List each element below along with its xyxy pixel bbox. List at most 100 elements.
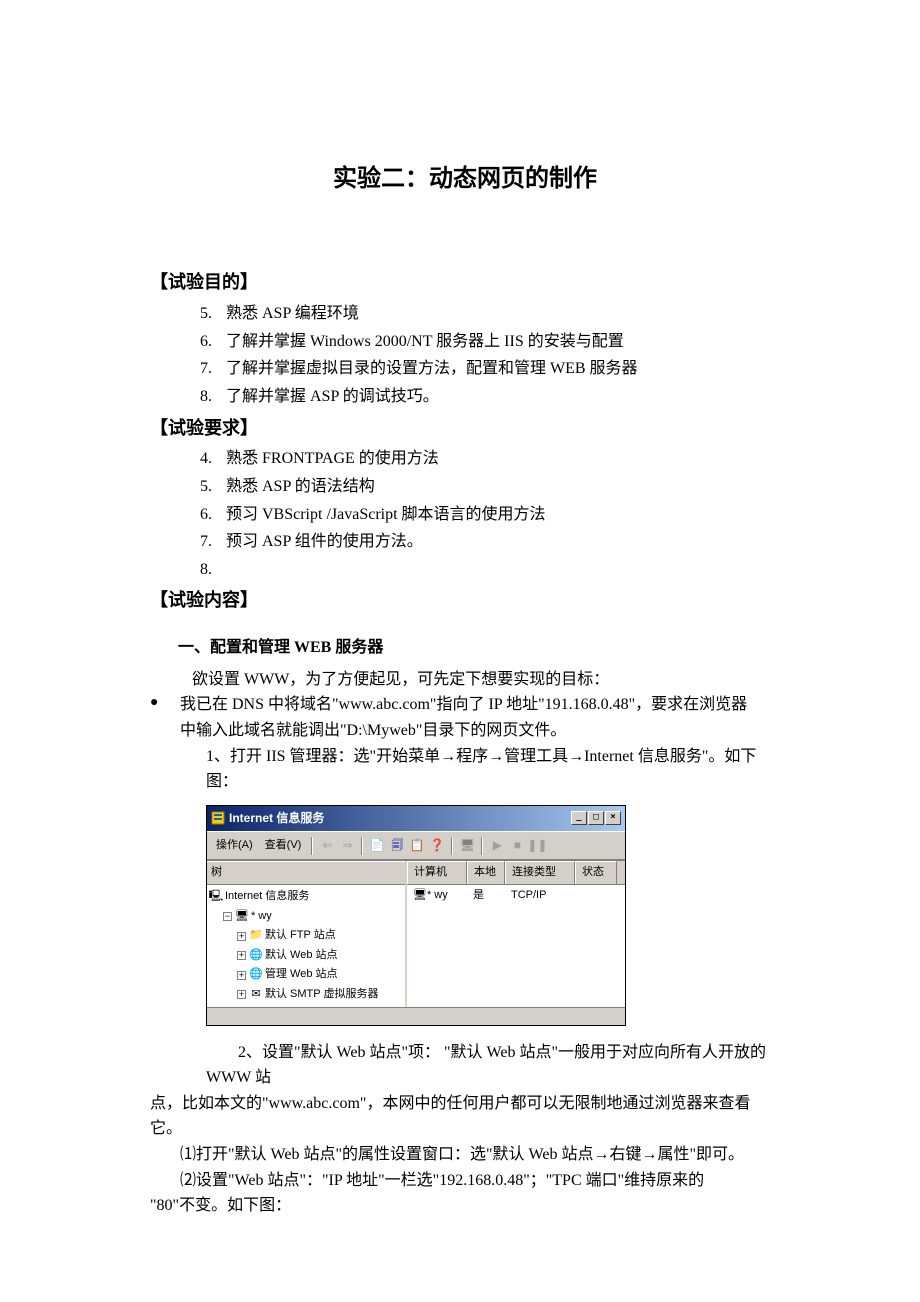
item-number: 6. bbox=[200, 502, 226, 528]
tree-host[interactable]: − 🖥 * wy bbox=[209, 907, 403, 927]
expand-icon[interactable]: + bbox=[237, 990, 246, 999]
separator bbox=[361, 837, 363, 855]
item-text: 了解并掌握虚拟目录的设置方法，配置和管理 WEB 服务器 bbox=[226, 356, 638, 382]
item-number: 6. bbox=[200, 329, 226, 355]
tree-label: Internet 信息服务 bbox=[225, 888, 309, 906]
tree-pane: 树 🖳 Internet 信息服务 − 🖥 * wy + 📁 默认 FTP 站点 bbox=[207, 861, 407, 1006]
item-text: 了解并掌握 ASP 的调试技巧。 bbox=[226, 384, 439, 410]
ftp-site-icon: 📁 bbox=[249, 927, 263, 945]
item-text: 预习 ASP 组件的使用方法。 bbox=[226, 529, 423, 555]
item-number: 8. bbox=[200, 557, 226, 583]
paragraph-continued: "80"不变。如下图： bbox=[150, 1193, 780, 1219]
maximize-button[interactable]: □ bbox=[588, 811, 604, 825]
content-header: 【试验内容】 bbox=[150, 586, 780, 615]
item-number: 5. bbox=[200, 474, 226, 500]
paragraph-continued: 点，比如本文的"www.abc.com"，本网中的任何用户都可以无限制地通过浏览… bbox=[150, 1091, 780, 1142]
tree-root[interactable]: 🖳 Internet 信息服务 bbox=[209, 887, 403, 907]
list-row[interactable]: 🖥* wy 是 TCP/IP bbox=[407, 885, 625, 907]
tree-ftp[interactable]: + 📁 默认 FTP 站点 bbox=[209, 926, 403, 946]
expand-icon[interactable]: + bbox=[237, 971, 246, 980]
paragraph: 欲设置 WWW，为了方便起见，可先定下想要实现的目标： bbox=[160, 667, 780, 693]
tree-label: 默认 SMTP 虚拟服务器 bbox=[265, 986, 378, 1004]
pause-icon[interactable]: ❚❚ bbox=[528, 837, 546, 855]
web-site-icon: 🌐 bbox=[249, 966, 263, 984]
item-number: 7. bbox=[200, 529, 226, 555]
play-icon[interactable]: ▶ bbox=[488, 837, 506, 855]
help-icon[interactable]: ❓ bbox=[428, 837, 446, 855]
list-item: 6.预习 VBScript /JavaScript 脚本语言的使用方法 bbox=[200, 502, 780, 528]
forward-icon[interactable]: ⇒ bbox=[338, 837, 356, 855]
menu-action[interactable]: 操作(A) bbox=[211, 835, 258, 857]
list-item: 7.预习 ASP 组件的使用方法。 bbox=[200, 529, 780, 555]
list-pane: 计算机 本地 连接类型 状态 🖥* wy 是 TCP/IP bbox=[407, 861, 625, 1006]
list-item: 8.了解并掌握 ASP 的调试技巧。 bbox=[200, 384, 780, 410]
computer-node-icon: 🖥 bbox=[235, 908, 249, 926]
minimize-button[interactable]: _ bbox=[571, 811, 587, 825]
item-number: 8. bbox=[200, 384, 226, 410]
paragraph-continued: 中输入此域名就能调出"D:\Myweb"目录下的网页文件。 bbox=[180, 718, 780, 744]
separator bbox=[311, 837, 313, 855]
smtp-icon: ✉ bbox=[249, 986, 263, 1004]
list-item: 5.熟悉 ASP 的语法结构 bbox=[200, 474, 780, 500]
purpose-list: 5.熟悉 ASP 编程环境 6.了解并掌握 Windows 2000/NT 服务… bbox=[200, 301, 780, 409]
cell-conn: TCP/IP bbox=[505, 887, 575, 905]
require-list: 4.熟悉 FRONTPAGE 的使用方法 5.熟悉 ASP 的语法结构 6.预习… bbox=[200, 446, 780, 582]
computer-row-icon: 🖥 bbox=[413, 889, 427, 901]
tree-web[interactable]: + 🌐 默认 Web 站点 bbox=[209, 946, 403, 966]
stop-icon[interactable]: ■ bbox=[508, 837, 526, 855]
item-text: 了解并掌握 Windows 2000/NT 服务器上 IIS 的安装与配置 bbox=[226, 329, 624, 355]
item-text: 熟悉 ASP 的语法结构 bbox=[226, 474, 375, 500]
item-text: 熟悉 FRONTPAGE 的使用方法 bbox=[226, 446, 439, 472]
web-site-icon: 🌐 bbox=[249, 947, 263, 965]
iis-root-icon: 🖳 bbox=[209, 888, 223, 906]
properties-icon[interactable]: 🗐 bbox=[388, 837, 406, 855]
substep: ⑵设置"Web 站点"："IP 地址"一栏选"192.168.0.48"；"TP… bbox=[180, 1168, 780, 1194]
toolbar: 操作(A) 查看(V) ⇐ ⇒ 📄 🗐 📋 ❓ 🖥 ▶ ■ ❚❚ bbox=[207, 831, 625, 861]
tree-smtp[interactable]: + ✉ 默认 SMTP 虚拟服务器 bbox=[209, 985, 403, 1005]
col-computer[interactable]: 计算机 bbox=[407, 861, 467, 884]
tree-label: * wy bbox=[251, 908, 272, 926]
list-columns: 计算机 本地 连接类型 状态 bbox=[407, 861, 625, 885]
back-icon[interactable]: ⇐ bbox=[318, 837, 336, 855]
col-conn[interactable]: 连接类型 bbox=[505, 861, 575, 884]
item-number: 4. bbox=[200, 446, 226, 472]
tree-label: 默认 FTP 站点 bbox=[265, 927, 336, 945]
separator bbox=[451, 837, 453, 855]
collapse-icon[interactable]: − bbox=[223, 912, 232, 921]
require-header: 【试验要求】 bbox=[150, 414, 780, 443]
sub-header-1: 一、配置和管理 WEB 服务器 bbox=[178, 635, 780, 661]
expand-icon[interactable]: + bbox=[237, 932, 246, 941]
tree-admin[interactable]: + 🌐 管理 Web 站点 bbox=[209, 965, 403, 985]
list-item: 8. bbox=[200, 557, 780, 583]
tree: 🖳 Internet 信息服务 − 🖥 * wy + 📁 默认 FTP 站点 +… bbox=[207, 885, 405, 1007]
cell-local: 是 bbox=[467, 887, 505, 905]
statusbar bbox=[207, 1007, 625, 1025]
window-titlebar[interactable]: Internet 信息服务 _ □ × bbox=[207, 806, 625, 831]
computer-icon[interactable]: 🖥 bbox=[458, 837, 476, 855]
iis-screenshot: Internet 信息服务 _ □ × 操作(A) 查看(V) ⇐ ⇒ 📄 🗐 … bbox=[206, 805, 626, 1026]
app-icon bbox=[211, 811, 225, 825]
tree-label: 默认 Web 站点 bbox=[265, 947, 338, 965]
window-title: Internet 信息服务 bbox=[229, 809, 571, 828]
list-item: 4.熟悉 FRONTPAGE 的使用方法 bbox=[200, 446, 780, 472]
item-number: 5. bbox=[200, 301, 226, 327]
step-line: 1、打开 IIS 管理器：选"开始菜单→程序→管理工具→Internet 信息服… bbox=[206, 744, 780, 795]
item-text: 预习 VBScript /JavaScript 脚本语言的使用方法 bbox=[226, 502, 546, 528]
menu-view[interactable]: 查看(V) bbox=[260, 835, 307, 857]
export-icon[interactable]: 📋 bbox=[408, 837, 426, 855]
purpose-header: 【试验目的】 bbox=[150, 268, 780, 297]
separator bbox=[481, 837, 483, 855]
cell-computer: 🖥* wy bbox=[407, 887, 467, 905]
tree-header: 树 bbox=[207, 861, 405, 885]
col-status[interactable]: 状态 bbox=[575, 861, 617, 884]
list-item: 5.熟悉 ASP 编程环境 bbox=[200, 301, 780, 327]
bullet-paragraph: ● 我已在 DNS 中将域名"www.abc.com"指向了 IP 地址"191… bbox=[150, 692, 780, 718]
step-line: 2、设置"默认 Web 站点"项： "默认 Web 站点"一般用于对应向所有人开… bbox=[206, 1040, 780, 1091]
list-item: 7.了解并掌握虚拟目录的设置方法，配置和管理 WEB 服务器 bbox=[200, 356, 780, 382]
expand-icon[interactable]: + bbox=[237, 951, 246, 960]
col-local[interactable]: 本地 bbox=[467, 861, 505, 884]
substep: ⑴打开"默认 Web 站点"的属性设置窗口：选"默认 Web 站点→右键→属性"… bbox=[180, 1142, 780, 1168]
folder-icon[interactable]: 📄 bbox=[368, 837, 386, 855]
tree-label: 管理 Web 站点 bbox=[265, 966, 338, 984]
close-button[interactable]: × bbox=[605, 811, 621, 825]
